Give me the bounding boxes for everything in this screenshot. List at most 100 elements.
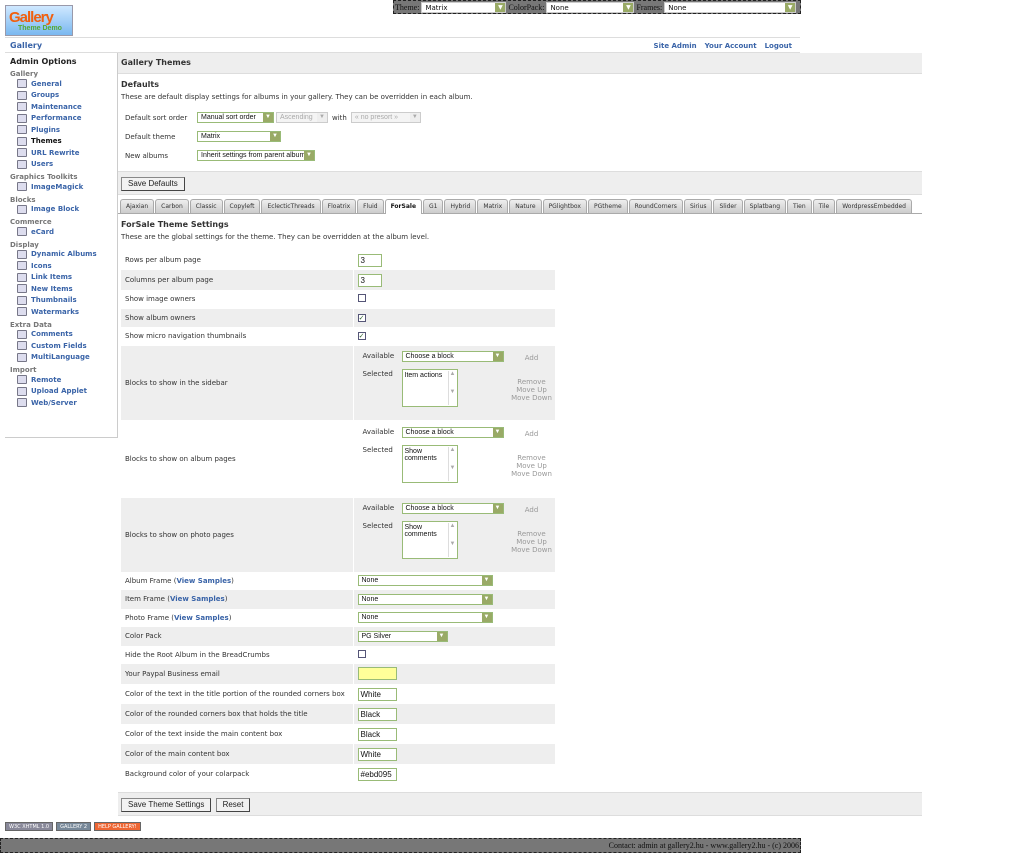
- sidebar-item-new-items[interactable]: New Items: [10, 283, 112, 295]
- paypal-email-input[interactable]: [357, 666, 397, 680]
- sidebar-item-upload-applet[interactable]: Upload Applet: [10, 386, 112, 398]
- colorpack-select[interactable]: None ▼: [546, 1, 635, 13]
- tab-classic[interactable]: Classic: [189, 199, 223, 213]
- color-of-the-text-inside-the-main-content-box-input[interactable]: Black: [357, 727, 397, 741]
- tab-splatbang[interactable]: Splatbang: [743, 199, 787, 213]
- tab-slider[interactable]: Slider: [713, 199, 743, 213]
- tab-fluid[interactable]: Fluid: [357, 199, 384, 213]
- list-scrollbar[interactable]: ▲ ▼: [447, 522, 457, 557]
- tab-eclecticthreads[interactable]: EclecticThreads: [261, 199, 321, 213]
- tab-hybrid[interactable]: Hybrid: [444, 199, 477, 213]
- save-theme-settings-button[interactable]: Save Theme Settings: [121, 798, 212, 812]
- tab-roundcorners[interactable]: RoundCorners: [628, 199, 683, 213]
- color-of-the-rounded-corners-box-that-holds-the-title-input[interactable]: Black: [357, 707, 397, 721]
- move-down-button[interactable]: Move Down: [511, 545, 552, 554]
- tab-wordpressembedded[interactable]: WordpressEmbedded: [836, 199, 912, 213]
- sidebar-item-image-block[interactable]: Image Block: [10, 204, 112, 216]
- tab-nature[interactable]: Nature: [509, 199, 542, 213]
- sidebar-item-ecard[interactable]: eCard: [10, 226, 112, 238]
- tab-g1[interactable]: G1: [423, 199, 444, 213]
- show-micro-navigation-thumbnails-checkbox[interactable]: ✓: [357, 332, 366, 341]
- remove-block-button[interactable]: Remove: [517, 453, 546, 462]
- move-down-button[interactable]: Move Down: [511, 469, 552, 478]
- logout-link[interactable]: Logout: [764, 42, 792, 50]
- view-samples-link[interactable]: View Samples: [176, 576, 232, 585]
- sidebar-item-maintenance[interactable]: Maintenance: [10, 101, 112, 113]
- gallery-logo[interactable]: Gallery Theme Demo: [5, 5, 73, 36]
- new-albums-select[interactable]: Inherit settings from parent album ▼: [197, 150, 315, 161]
- sidebar-item-multilanguage[interactable]: MultiLanguage: [10, 352, 112, 364]
- list-scrollbar[interactable]: ▲ ▼: [447, 446, 457, 481]
- tab-copyleft[interactable]: Copyleft: [223, 199, 261, 213]
- remove-block-button[interactable]: Remove: [517, 529, 546, 538]
- selected-block-item[interactable]: Show comments: [404, 523, 437, 538]
- selected-block-item[interactable]: Show comments: [404, 447, 437, 462]
- sidebar-item-general[interactable]: General: [10, 78, 112, 90]
- selected-blocks-list[interactable]: Show comments ▲ ▼: [401, 520, 458, 559]
- breadcrumb-gallery[interactable]: Gallery: [10, 41, 43, 50]
- rows-per-album-page-input[interactable]: 3: [357, 253, 382, 267]
- sidebar-item-custom-fields[interactable]: Custom Fields: [10, 340, 112, 352]
- sidebar-item-watermarks[interactable]: Watermarks: [10, 306, 112, 318]
- sort-order-select[interactable]: Manual sort order ▼: [197, 112, 274, 123]
- add-block-button[interactable]: Add: [524, 505, 539, 514]
- sidebar-item-icons[interactable]: Icons: [10, 260, 112, 272]
- selected-block-item[interactable]: Item actions: [404, 371, 443, 379]
- selected-blocks-list[interactable]: Item actions ▲ ▼: [401, 368, 458, 407]
- sidebar-item-remote[interactable]: Remote: [10, 374, 112, 386]
- add-block-button[interactable]: Add: [524, 353, 539, 362]
- view-samples-link[interactable]: View Samples: [169, 595, 225, 604]
- move-down-button[interactable]: Move Down: [511, 393, 552, 402]
- tab-tile[interactable]: Tile: [812, 199, 836, 213]
- sidebar-item-link-items[interactable]: Link Items: [10, 272, 112, 284]
- tab-forsale[interactable]: ForSale: [384, 199, 423, 214]
- tab-tien[interactable]: Tien: [787, 199, 812, 213]
- move-up-button[interactable]: Move Up: [516, 461, 547, 470]
- default-theme-select[interactable]: Matrix ▼: [197, 131, 281, 142]
- sidebar-item-comments[interactable]: Comments: [10, 329, 112, 341]
- sidebar-item-thumbnails[interactable]: Thumbnails: [10, 295, 112, 307]
- tab-pglightbox[interactable]: PGlightbox: [542, 199, 587, 213]
- sidebar-item-dynamic-albums[interactable]: Dynamic Albums: [10, 249, 112, 261]
- show-image-owners-checkbox[interactable]: [357, 294, 366, 303]
- sidebar-item-themes[interactable]: Themes: [10, 136, 112, 148]
- help-gallery-badge[interactable]: HELP GALLERY!: [94, 822, 141, 831]
- add-block-button[interactable]: Add: [524, 429, 539, 438]
- tab-sirius[interactable]: Sirius: [683, 199, 713, 213]
- color-of-the-main-content-box-input[interactable]: White: [357, 747, 397, 761]
- tab-carbon[interactable]: Carbon: [155, 199, 189, 213]
- site-admin-link[interactable]: Site Admin: [653, 42, 697, 50]
- tab-floatrix[interactable]: Floatrix: [321, 199, 357, 213]
- reset-button[interactable]: Reset: [215, 798, 251, 812]
- show-album-owners-checkbox[interactable]: ✓: [357, 313, 366, 322]
- move-up-button[interactable]: Move Up: [516, 385, 547, 394]
- item-frame-select[interactable]: None ▼: [357, 593, 493, 605]
- color-pack-select[interactable]: PG Silver ▼: [357, 630, 448, 642]
- choose-block-select[interactable]: Choose a block ▼: [401, 502, 504, 514]
- your-account-link[interactable]: Your Account: [704, 42, 757, 50]
- move-up-button[interactable]: Move Up: [516, 537, 547, 546]
- selected-blocks-list[interactable]: Show comments ▲ ▼: [401, 444, 458, 483]
- color-of-the-text-in-the-title-portion-of-the-rounded-corners-box-input[interactable]: White: [357, 687, 397, 701]
- album-frame-select[interactable]: None ▼: [357, 575, 493, 587]
- xhtml-badge[interactable]: W3C XHTML 1.0: [5, 822, 54, 831]
- remove-block-button[interactable]: Remove: [517, 377, 546, 386]
- sidebar-item-web-server[interactable]: Web/Server: [10, 397, 112, 409]
- tab-pgtheme[interactable]: PGtheme: [587, 199, 628, 213]
- sidebar-item-url-rewrite[interactable]: URL Rewrite: [10, 147, 112, 159]
- sidebar-item-performance[interactable]: Performance: [10, 113, 112, 125]
- sidebar-item-plugins[interactable]: Plugins: [10, 124, 112, 136]
- sidebar-item-users[interactable]: Users: [10, 159, 112, 171]
- tab-ajaxian[interactable]: Ajaxian: [120, 199, 155, 213]
- background-color-of-your-colarpack-input[interactable]: #ebd095: [357, 767, 397, 781]
- tab-matrix[interactable]: Matrix: [477, 199, 509, 213]
- photo-frame-select[interactable]: None ▼: [357, 612, 493, 624]
- save-defaults-button[interactable]: Save Defaults: [121, 177, 185, 191]
- view-samples-link[interactable]: View Samples: [173, 613, 229, 622]
- choose-block-select[interactable]: Choose a block ▼: [401, 350, 504, 362]
- list-scrollbar[interactable]: ▲ ▼: [447, 370, 457, 405]
- frames-select[interactable]: None ▼: [664, 1, 797, 13]
- choose-block-select[interactable]: Choose a block ▼: [401, 426, 504, 438]
- columns-per-album-page-input[interactable]: 3: [357, 273, 382, 287]
- gallery2-badge[interactable]: GALLERY 2: [56, 822, 92, 831]
